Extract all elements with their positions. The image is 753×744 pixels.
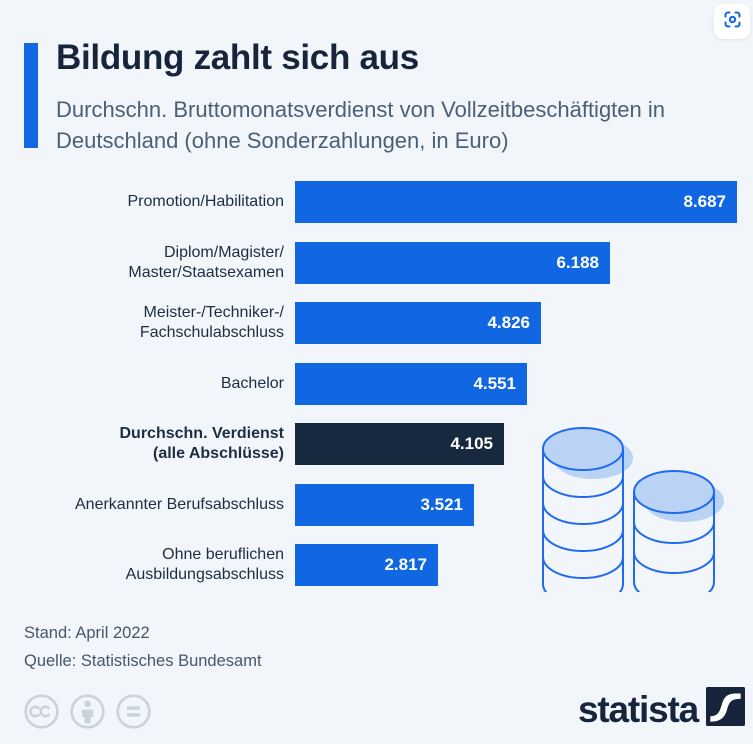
snapshot-button[interactable] bbox=[714, 4, 750, 39]
bar: 4.105 bbox=[295, 423, 504, 465]
bar-chart: Promotion/Habilitation 8.687 Diplom/Magist… bbox=[0, 181, 753, 605]
bar: 4.551 bbox=[295, 362, 527, 405]
category-label: Ohne beruflichen Ausbildungsabschluss bbox=[125, 546, 284, 583]
bar-row: Promotion/Habilitation 8.687 bbox=[0, 181, 753, 223]
bar: 8.687 bbox=[295, 181, 737, 223]
category-label: Diplom/Magister/ Master/Staatsexamen bbox=[128, 243, 284, 281]
bar-value-label: 4.826 bbox=[487, 313, 530, 332]
attribution-icon[interactable] bbox=[69, 693, 106, 730]
footer-notes: Stand: April 2022 Quelle: Statistisches … bbox=[24, 620, 262, 675]
bar-row: Anerkannter Berufsabschluss 3.521 bbox=[0, 483, 753, 526]
bar: 6.188 bbox=[295, 241, 610, 284]
bar: 2.817 bbox=[295, 544, 438, 586]
page-subtitle: Durchschn. Bruttomonatsverdienst von Vol… bbox=[56, 97, 665, 153]
date-note: Stand: April 2022 bbox=[24, 624, 150, 642]
bar: 3.521 bbox=[295, 483, 474, 526]
statista-logo[interactable]: statista bbox=[578, 687, 745, 731]
category-label: Anerkannter Berufsabschluss bbox=[75, 495, 284, 513]
snapshot-icon bbox=[722, 9, 743, 35]
bar-value-label: 3.521 bbox=[420, 494, 463, 514]
source-note: Quelle: Statistisches Bundesamt bbox=[24, 651, 262, 670]
bar: 4.826 bbox=[295, 302, 541, 344]
bar-value-label: 8.687 bbox=[683, 192, 726, 211]
license-badges bbox=[23, 693, 152, 730]
category-label: Durchschn. Verdienst (alle Abschlüsse) bbox=[119, 425, 285, 462]
bar-row: Diplom/Magister/ Master/Staatsexamen 6.18… bbox=[0, 241, 753, 284]
coin-stack-short bbox=[633, 470, 724, 592]
bar-row: Ohne beruflichen Ausbildungsabschluss 2.8… bbox=[0, 544, 753, 586]
category-label: Meister-/Techniker-/ Fachschulabschluss bbox=[139, 304, 284, 341]
bar-value-label: 2.817 bbox=[384, 555, 427, 574]
bar-value-label: 4.551 bbox=[473, 373, 516, 393]
bar-row: Bachelor 4.551 bbox=[0, 362, 753, 405]
page-title: Bildung zahlt sich aus bbox=[56, 38, 419, 77]
category-label: Promotion/Habilitation bbox=[127, 193, 284, 210]
statista-logo-text: statista bbox=[578, 688, 699, 730]
title-accent-bar bbox=[24, 43, 38, 148]
equal-icon[interactable] bbox=[115, 693, 152, 730]
bar-value-label: 4.105 bbox=[450, 434, 493, 453]
coin-stacks-illustration bbox=[542, 427, 724, 592]
coin-stack-tall bbox=[542, 427, 633, 592]
statista-logo-mark-icon bbox=[706, 687, 745, 731]
cc-icon[interactable] bbox=[23, 693, 60, 730]
bar-row: Durchschn. Verdienst (alle Abschlüsse) 4.… bbox=[0, 423, 753, 465]
bar-value-label: 6.188 bbox=[556, 252, 599, 272]
bar-row: Meister-/Techniker-/ Fachschulabschluss 4… bbox=[0, 302, 753, 344]
category-label: Bachelor bbox=[220, 374, 284, 392]
